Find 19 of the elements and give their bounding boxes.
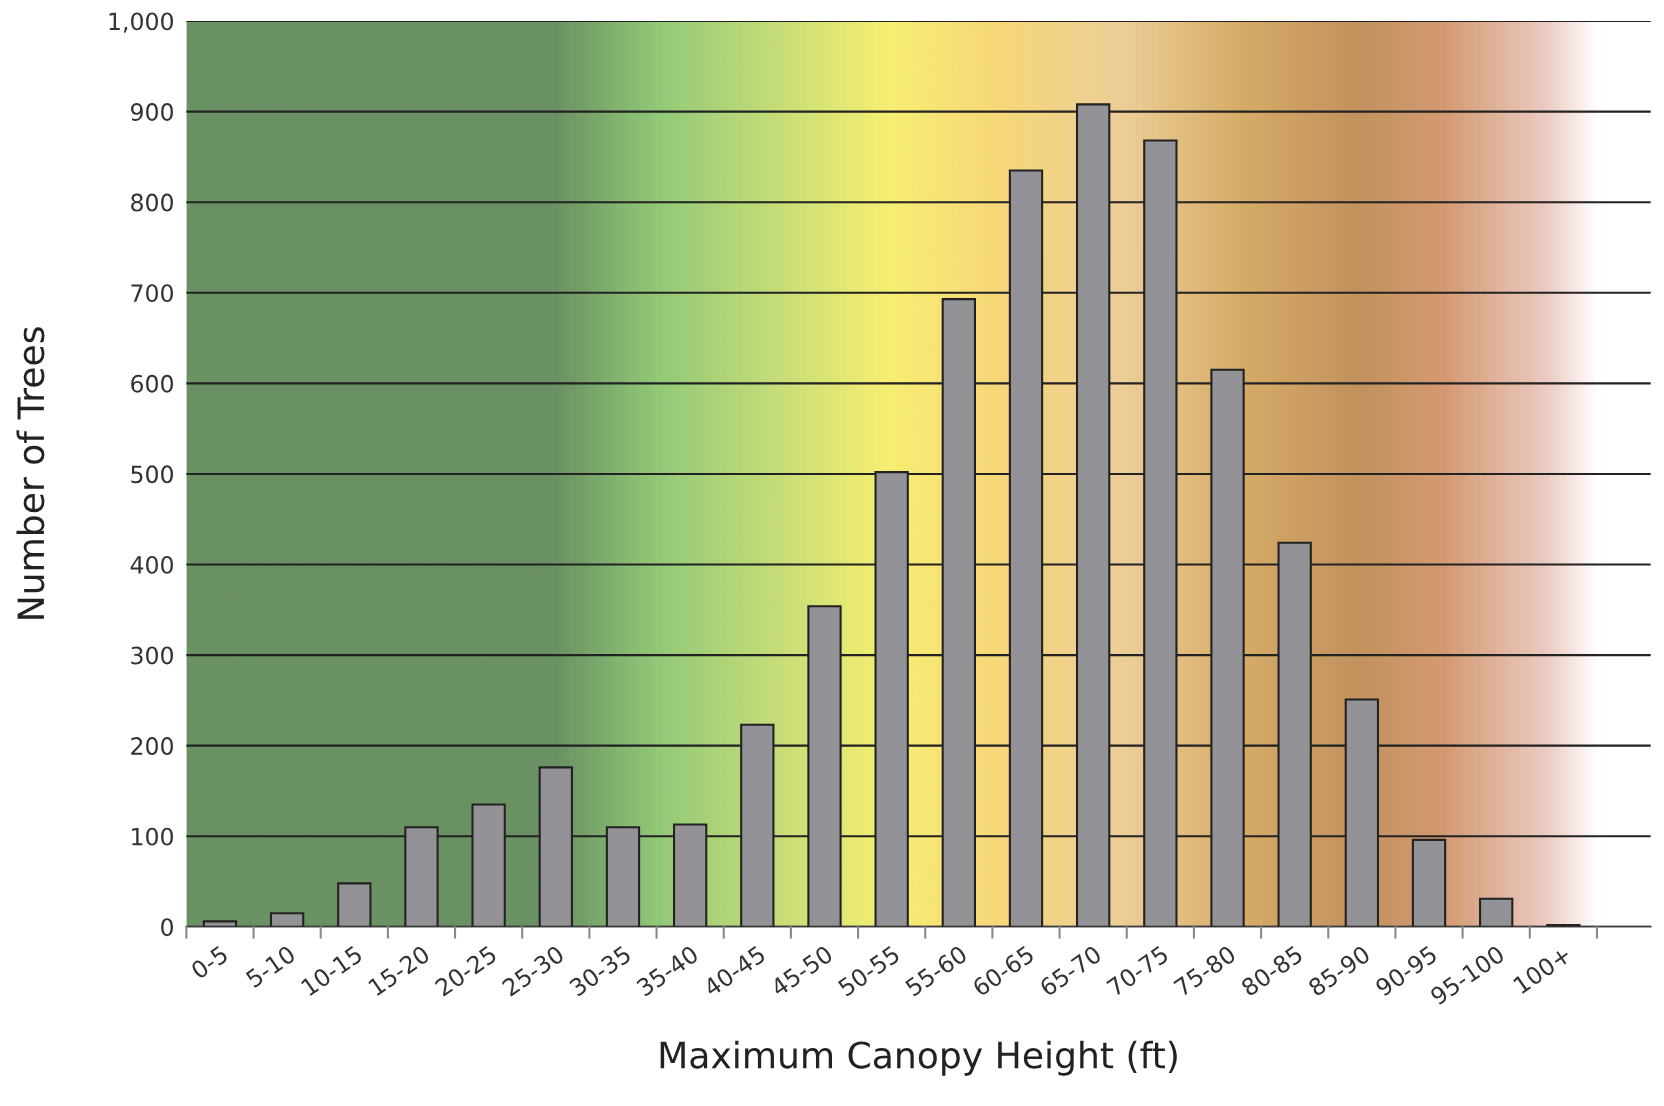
bar — [1411, 838, 1447, 927]
y-tick-label: 500 — [131, 465, 173, 484]
bar — [269, 912, 305, 927]
y-tick-label: 600 — [131, 374, 173, 393]
bar — [1479, 897, 1514, 927]
bar — [202, 920, 238, 927]
y-tick-label: 800 — [131, 193, 173, 212]
y-tick-label: 300 — [131, 646, 173, 665]
y-tick-label: 0 — [161, 918, 173, 937]
y-tick-label: 200 — [131, 737, 173, 755]
x-axis-title: Maximum Canopy Height (ft) — [660, 1040, 1177, 1076]
y-tick-label: 100 — [132, 827, 173, 846]
y-tick-label: 1,000 — [109, 12, 173, 33]
y-tick-label: 900 — [130, 103, 173, 121]
x-tick-label: 0-5 — [189, 945, 229, 980]
y-tick-label: 400 — [130, 555, 173, 574]
bar — [337, 882, 372, 927]
y-axis-title: Number of Trees — [16, 327, 45, 619]
y-tick-label: 700 — [131, 284, 173, 303]
